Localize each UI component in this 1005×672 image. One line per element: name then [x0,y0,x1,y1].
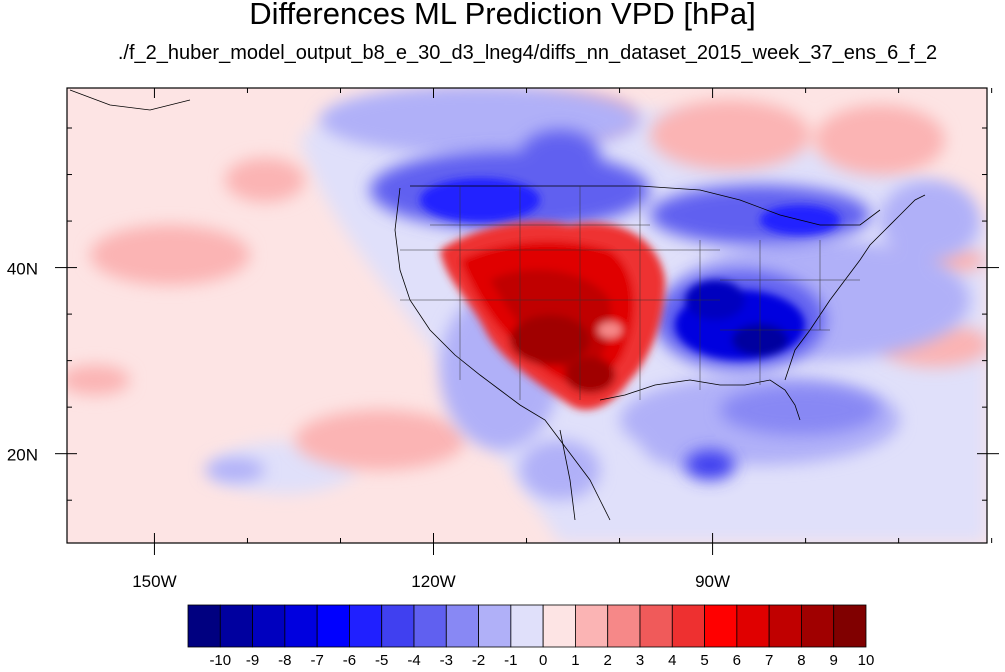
lon-tick-label: 90W [695,572,730,591]
colorbar-label: -10 [209,652,232,669]
colorbar-swatch [252,604,286,648]
axis-ticks: 150W 120W 90W 40N 20N [7,88,999,591]
colorbar-label: 6 [732,652,742,669]
lat-tick-label: 40N [7,260,38,279]
colorbar-label: -1 [504,652,518,669]
colorbar-swatch [542,604,576,648]
colorbar-label: 7 [764,652,774,669]
colorbar-swatch [704,604,738,648]
map-subtitle: ./f_2_huber_model_output_b8_e_30_d3_lneg… [117,42,938,64]
colorbar-label: -2 [471,652,486,669]
colorbar-label: 8 [797,652,806,669]
colorbar-swatch [187,604,221,648]
colorbar-label: 3 [635,652,645,669]
colorbar-label: -5 [375,652,389,669]
colorbar-swatch [284,604,318,648]
colorbar-swatch [349,604,383,648]
state-borders [400,186,860,400]
colorbar-label: -9 [245,652,260,669]
colorbar-swatch [413,604,447,648]
field-layers [67,88,987,543]
colorbar-swatch [316,604,350,648]
colorbar-swatch [381,604,415,648]
map-title: Differences ML Prediction VPD [hPa] [249,0,756,31]
colorbar-swatch [801,604,835,648]
coastlines [69,89,926,521]
colorbar-label: 4 [668,652,677,669]
colorbar-swatch [736,604,770,648]
colorbar-label: -4 [407,652,421,669]
colorbar-swatch [478,604,512,648]
colorbar [187,604,867,648]
colorbar-swatch [219,604,253,648]
lon-tick-label: 120W [411,572,455,591]
strong-blue-core [420,178,840,360]
colorbar-label: 5 [700,652,709,669]
colorbar-swatch [445,604,479,648]
colorbar-swatch [768,604,802,648]
colorbar-label: 10 [857,652,875,669]
light-blue-patches [205,88,980,500]
colorbar-swatch [575,604,609,648]
colorbar-label: -7 [310,652,324,669]
lon-tick-label: 150W [132,572,176,591]
colorbar-swatch [671,604,705,648]
colorbar-swatch [607,604,641,648]
colorbar-label: -3 [439,652,453,669]
colorbar-label: 9 [829,652,838,669]
colorbar-swatch [639,604,673,648]
colorbar-swatch [833,604,867,648]
colorbar-label: 0 [538,652,548,669]
colorbar-label: -8 [278,652,292,669]
colorbar-swatch [510,604,544,648]
colorbar-label: 1 [571,652,580,669]
lat-tick-label: 20N [7,446,38,465]
colorbar-label: 2 [603,652,612,669]
colorbar-label: -6 [342,652,357,669]
